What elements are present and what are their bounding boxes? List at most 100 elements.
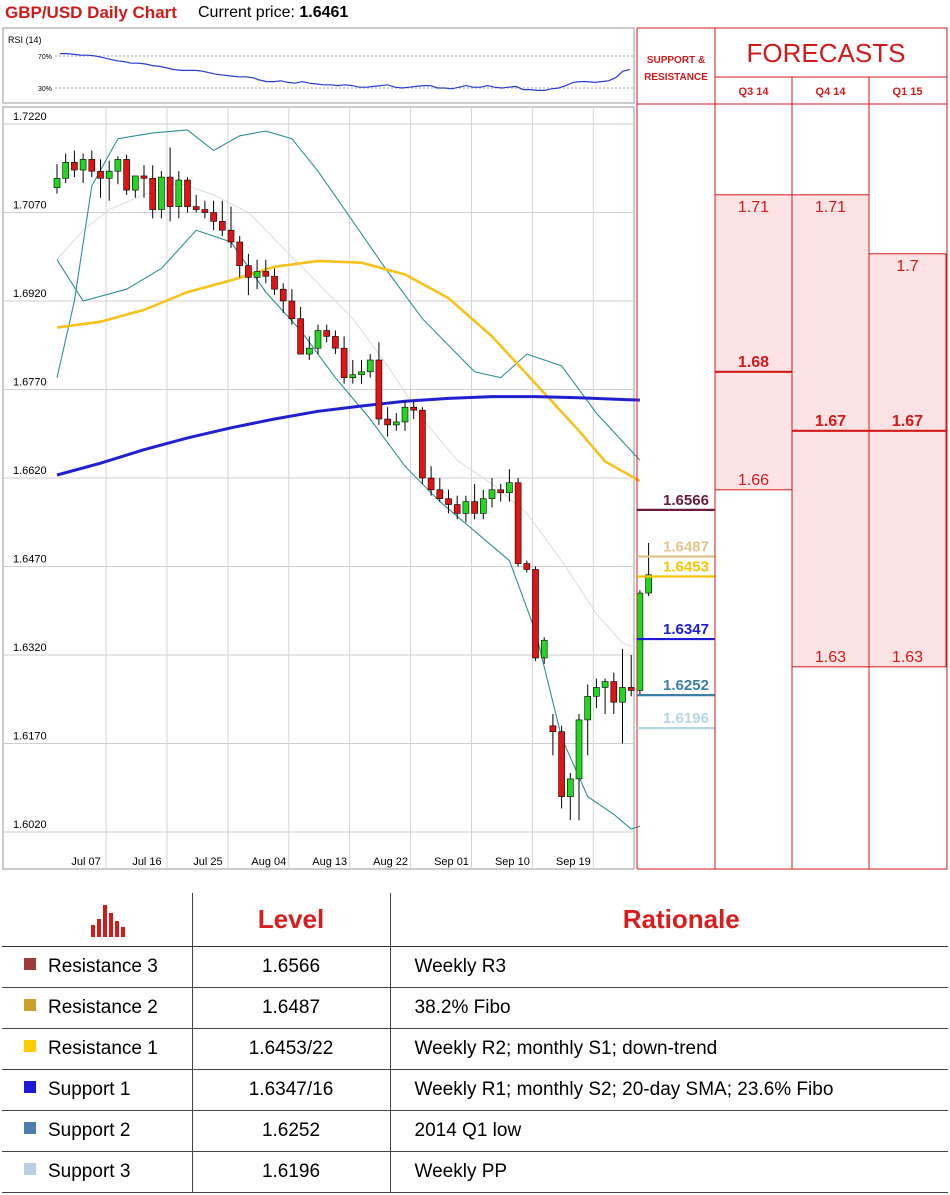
sr-header-line1: SUPPORT & (647, 55, 705, 66)
candle-body (636, 592, 644, 691)
current-price: Current price: 1.6461 (198, 4, 348, 22)
candle-body (610, 681, 618, 703)
bar-chart-icon (90, 905, 125, 938)
support-resistance-column: SUPPORT & RESISTANCE 1.6566 1.6487 1.6453 1… (636, 28, 715, 869)
candle-body (549, 725, 557, 732)
x-tick-label: Sep 10 (495, 856, 530, 868)
candle-body (566, 778, 574, 797)
sma-yellow-line (56, 259, 641, 483)
candle-body (79, 159, 87, 171)
table-row: Support 1 1.6347/16 Weekly R1; monthly S… (2, 1069, 948, 1111)
y-tick-label: 1.6320 (13, 642, 47, 654)
level-name: Resistance 3 (48, 955, 158, 977)
candle-body (453, 504, 461, 514)
x-tick-label: Sep 01 (434, 856, 469, 868)
table-row: Resistance 1 1.6453/22 Weekly R2; monthl… (2, 1028, 948, 1070)
candle-body (366, 359, 374, 373)
level-value: 1.6566 (192, 946, 391, 988)
quarter-label: Q3 14 (739, 86, 770, 98)
rsi-frame (2, 27, 635, 104)
levels-table: Level Rationale Resistance 3 1.6566 Week… (2, 893, 948, 1193)
color-swatch (24, 958, 36, 971)
candle-body (279, 288, 287, 302)
forecast-high-label: 1.71 (738, 199, 769, 216)
y-tick-label: 1.6920 (13, 288, 47, 300)
y-tick-label: 1.6170 (13, 731, 47, 743)
quarter-label: Q1 15 (893, 86, 923, 98)
forecast-high-label: 1.7 (896, 258, 918, 275)
candle-body (419, 409, 426, 479)
rsi-line (60, 52, 631, 92)
levels-table-header: Level Rationale (2, 893, 948, 947)
candle-body (62, 162, 70, 179)
candle-body (540, 639, 548, 659)
candle-body (523, 563, 531, 570)
forecasts-title: FORECASTS (747, 38, 906, 68)
candle-body (401, 406, 409, 423)
y-tick-label: 1.6620 (13, 465, 47, 477)
sr-level-label: 1.6347 (663, 621, 709, 638)
candle-body (445, 498, 452, 505)
candle-body (114, 159, 122, 172)
level-value: 1.6347/16 (192, 1069, 391, 1111)
bollinger-lower-line (56, 229, 641, 830)
forecasts-panel: 1.71 1.68 1.66 1.71 1.67 1.63 1.7 1.67 1.63 FORE… (637, 27, 948, 870)
color-swatch (24, 1122, 36, 1135)
candle-body (384, 418, 391, 426)
candle-body (314, 330, 322, 349)
candle-body (175, 179, 183, 207)
candle-body (245, 265, 252, 278)
forecast-high-label: 1.71 (815, 199, 846, 216)
x-tick-label: Aug 13 (312, 856, 347, 868)
table-row: Support 3 1.6196 Weekly PP (2, 1151, 948, 1193)
level-name-cell: Resistance 1 (2, 1028, 193, 1070)
candle-body (323, 330, 331, 337)
candle-body (236, 241, 243, 266)
color-swatch (24, 1081, 36, 1094)
y-tick-label: 1.7070 (13, 200, 47, 212)
candle-body (262, 271, 270, 277)
candle-body (436, 489, 444, 499)
x-tick-label: Jul 16 (132, 856, 161, 868)
header-icon-cell (2, 893, 193, 947)
sr-level-label: 1.6566 (663, 492, 709, 509)
bollinger-upper-line (56, 129, 641, 461)
header-rationale: Rationale (390, 893, 948, 947)
level-name: Support 2 (48, 1119, 131, 1141)
level-value: 1.6453/22 (192, 1028, 391, 1070)
level-rationale: 2014 Q1 low (390, 1110, 948, 1152)
candle-body (358, 371, 365, 376)
price-panel: 1.7220 1.7070 1.6920 1.6770 1.6620 1.6470 1.63… (2, 106, 652, 870)
candle-body (105, 170, 113, 179)
candle-body (271, 275, 278, 290)
candle-body (340, 347, 348, 379)
forecast-low-label: 1.66 (738, 472, 769, 489)
sma-blue-line (56, 395, 640, 477)
rsi-level-label: 30% (38, 86, 52, 93)
candle-body (166, 176, 174, 207)
current-price-label: Current price: (198, 4, 295, 21)
rsi-label: RSI (14) (8, 35, 42, 45)
candle-body (601, 681, 609, 688)
candle-body (627, 687, 635, 691)
price-frame (2, 106, 635, 870)
level-name: Support 1 (48, 1078, 131, 1100)
color-swatch (24, 1040, 36, 1053)
candle-body (53, 177, 61, 189)
candle-body (497, 489, 505, 494)
candle-body (375, 359, 383, 420)
level-name-cell: Support 1 (2, 1069, 193, 1111)
candle-body (462, 501, 470, 514)
level-name: Support 3 (48, 1160, 131, 1182)
candle-body (305, 347, 313, 355)
rsi-panel: RSI (14) 70% 30% (2, 27, 635, 104)
candle-body (514, 482, 522, 564)
sr-level-label: 1.6196 (663, 710, 709, 727)
forecast-mid-label: 1.67 (892, 413, 923, 430)
candle-body (479, 498, 487, 514)
level-rationale: Weekly R3 (390, 946, 948, 988)
candle-body (140, 175, 148, 179)
candle-body (410, 406, 418, 411)
forecast-range (714, 194, 793, 491)
candle-body (558, 731, 565, 797)
